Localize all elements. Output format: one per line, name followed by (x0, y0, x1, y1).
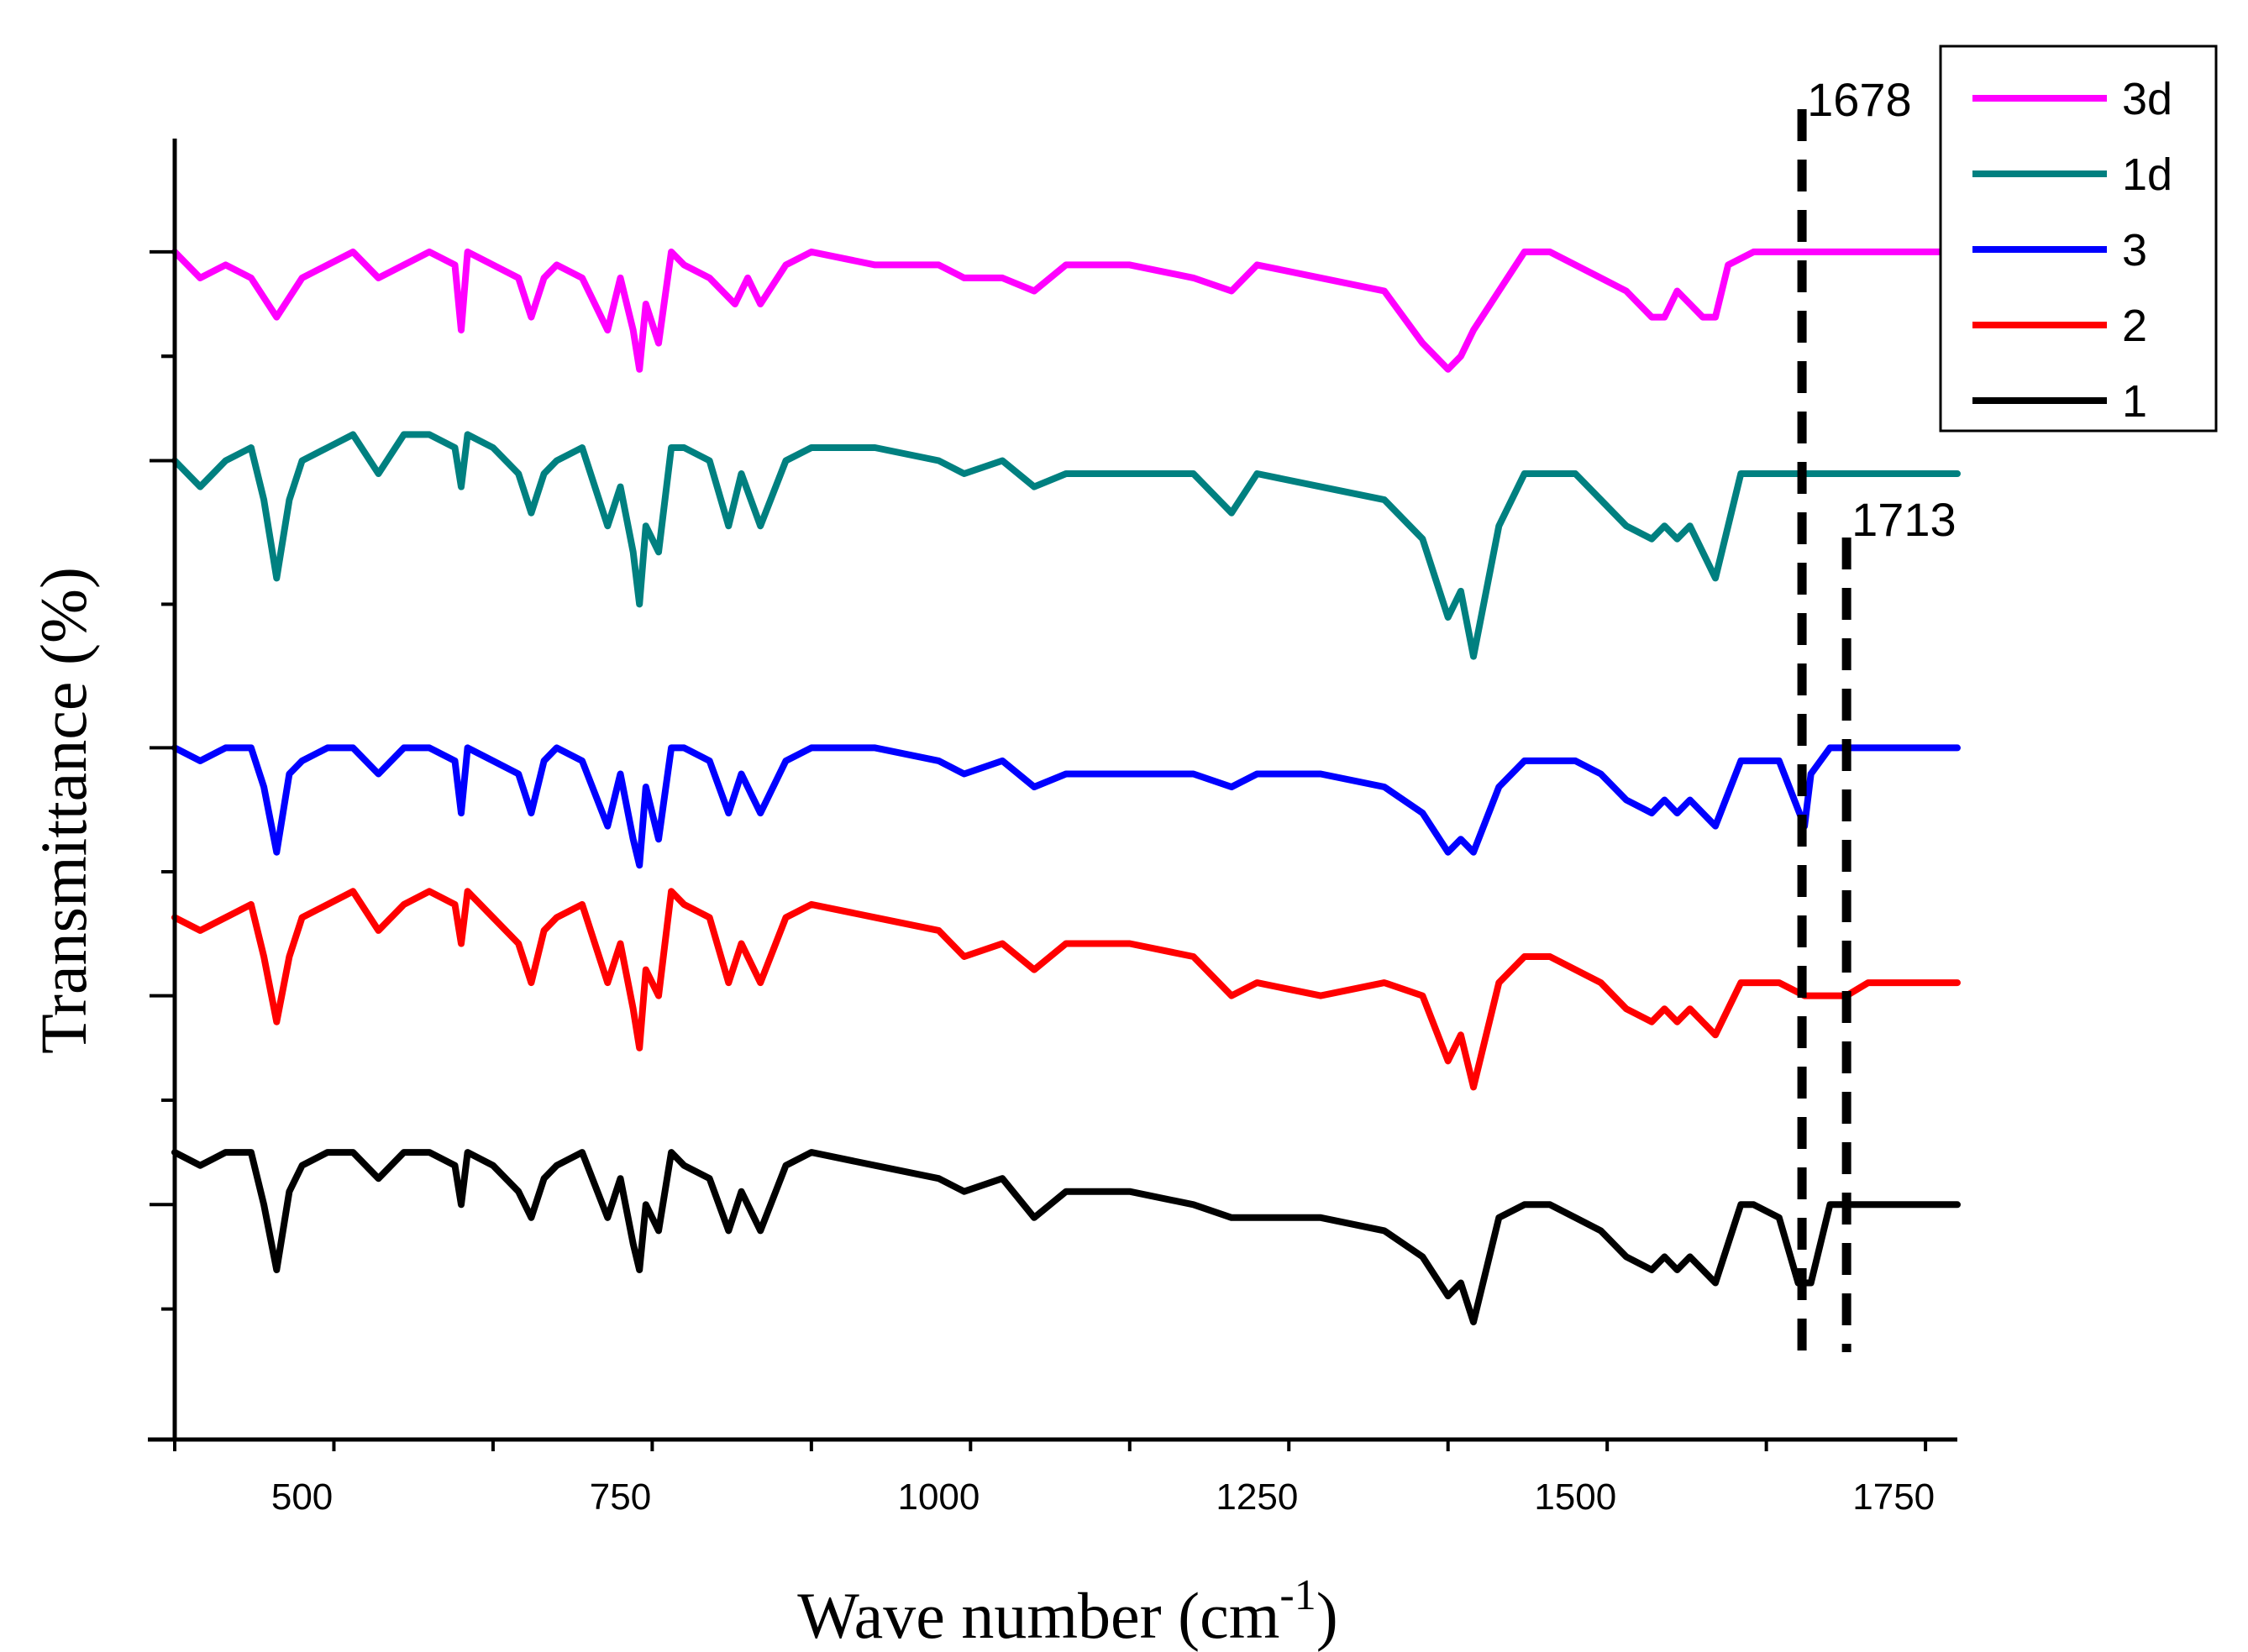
axes (148, 139, 1957, 1442)
spectrum-lines (171, 248, 1961, 1326)
legend: 3d 1d 3 2 1 (1939, 45, 2218, 433)
series-line-2 (171, 888, 1961, 1091)
legend-label-2: 2 (2122, 301, 2147, 351)
legend-label-3d: 3d (2122, 74, 2172, 124)
annotation-label-1713: 1713 (1851, 493, 1956, 546)
legend-box (1939, 45, 2218, 433)
y-ticks (150, 249, 175, 1311)
x-tick-label: 1250 (1216, 1476, 1298, 1518)
x-tick-label: 1500 (1534, 1476, 1616, 1518)
legend-label-1: 1 (2122, 376, 2147, 427)
y-axis-title: Transmittance (%) (27, 567, 100, 1054)
series-line-3d (171, 248, 1961, 373)
x-ticks: 500 750 1000 1250 1500 1750 (173, 1440, 1935, 1518)
annotation-label-1678: 1678 (1807, 73, 1912, 126)
x-tick-label: 750 (590, 1476, 651, 1518)
series-line-1 (171, 1149, 1961, 1326)
legend-label-3: 3 (2122, 225, 2147, 275)
x-tick-label: 500 (271, 1476, 333, 1518)
x-tick-label: 1000 (897, 1476, 980, 1518)
x-axis-title: Wave number (cm-1) (797, 1571, 1337, 1652)
legend-label-1d: 1d (2122, 149, 2172, 200)
series-line-3 (171, 744, 1961, 869)
series-line-1d (171, 431, 1961, 660)
x-tick-label: 1750 (1852, 1476, 1935, 1518)
annotation-lines: 1678 1713 (1797, 73, 1956, 1352)
